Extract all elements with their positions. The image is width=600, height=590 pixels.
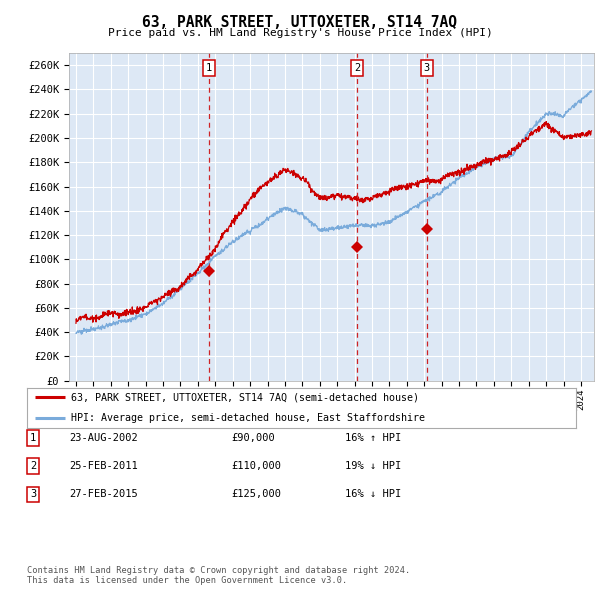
Text: 27-FEB-2015: 27-FEB-2015 [69, 490, 138, 499]
Text: 63, PARK STREET, UTTOXETER, ST14 7AQ: 63, PARK STREET, UTTOXETER, ST14 7AQ [143, 15, 458, 30]
Text: 1: 1 [30, 433, 36, 442]
Text: 3: 3 [424, 63, 430, 73]
Text: 16% ↓ HPI: 16% ↓ HPI [345, 490, 401, 499]
Text: 63, PARK STREET, UTTOXETER, ST14 7AQ (semi-detached house): 63, PARK STREET, UTTOXETER, ST14 7AQ (se… [71, 392, 419, 402]
Text: 19% ↓ HPI: 19% ↓ HPI [345, 461, 401, 471]
Text: HPI: Average price, semi-detached house, East Staffordshire: HPI: Average price, semi-detached house,… [71, 413, 425, 423]
Text: £90,000: £90,000 [231, 433, 275, 442]
Text: 23-AUG-2002: 23-AUG-2002 [69, 433, 138, 442]
Text: 16% ↑ HPI: 16% ↑ HPI [345, 433, 401, 442]
Text: 1: 1 [206, 63, 212, 73]
Text: Price paid vs. HM Land Registry's House Price Index (HPI): Price paid vs. HM Land Registry's House … [107, 28, 493, 38]
Text: 2: 2 [354, 63, 361, 73]
Text: 2: 2 [30, 461, 36, 471]
Text: Contains HM Land Registry data © Crown copyright and database right 2024.: Contains HM Land Registry data © Crown c… [27, 566, 410, 575]
Text: This data is licensed under the Open Government Licence v3.0.: This data is licensed under the Open Gov… [27, 576, 347, 585]
Text: £110,000: £110,000 [231, 461, 281, 471]
Text: 3: 3 [30, 490, 36, 499]
Text: £125,000: £125,000 [231, 490, 281, 499]
Text: 25-FEB-2011: 25-FEB-2011 [69, 461, 138, 471]
